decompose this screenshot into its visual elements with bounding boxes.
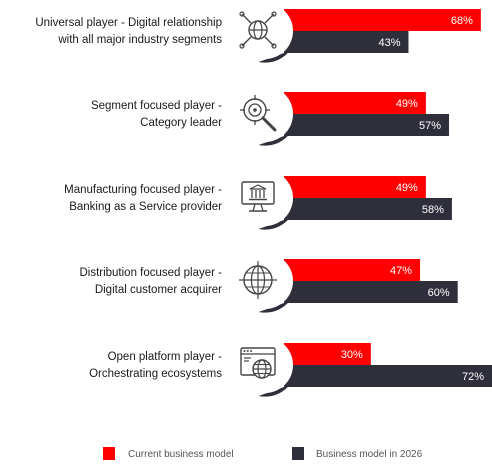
bar-2026 [284,198,452,220]
category-label: Orchestrating ecosystems [89,368,222,380]
icon-badge [237,170,293,226]
value-label-2026: 72% [462,371,484,383]
legend-swatch-2026 [292,447,304,460]
bar-2026 [284,114,450,136]
category-label: Digital customer acquirer [95,284,222,296]
icon-badge [237,3,293,59]
bar-current [284,259,421,281]
value-label-current: 68% [451,15,473,27]
bar-2026 [284,281,458,303]
bar-2026 [284,365,492,387]
bar-current [284,176,426,198]
category-label: Manufacturing focused player - [64,184,222,196]
value-label-2026: 43% [378,37,400,49]
category-label: Category leader [140,117,222,129]
category-label: with all major industry segments [57,34,222,46]
category-label: Distribution focused player - [79,267,222,279]
value-label-current: 49% [396,98,418,110]
value-label-current: 49% [396,182,418,194]
bar-current [284,9,481,31]
bar-2026 [284,31,409,53]
category-label: Open platform player - [108,351,223,363]
legend-label-current: Current business model [128,449,234,460]
value-label-2026: 60% [428,287,450,299]
bar-current [284,92,426,114]
legend-label-2026: Business model in 2026 [316,449,423,460]
bar-current [284,343,371,365]
value-label-current: 47% [390,265,412,277]
value-label-2026: 57% [419,120,441,132]
category-label: Segment focused player - [91,100,222,112]
category-label: Banking as a Service provider [69,201,222,213]
legend-swatch-current [103,447,115,460]
category-label: Universal player - Digital relationship [35,17,222,29]
value-label-current: 30% [341,349,363,361]
value-label-2026: 58% [422,204,444,216]
